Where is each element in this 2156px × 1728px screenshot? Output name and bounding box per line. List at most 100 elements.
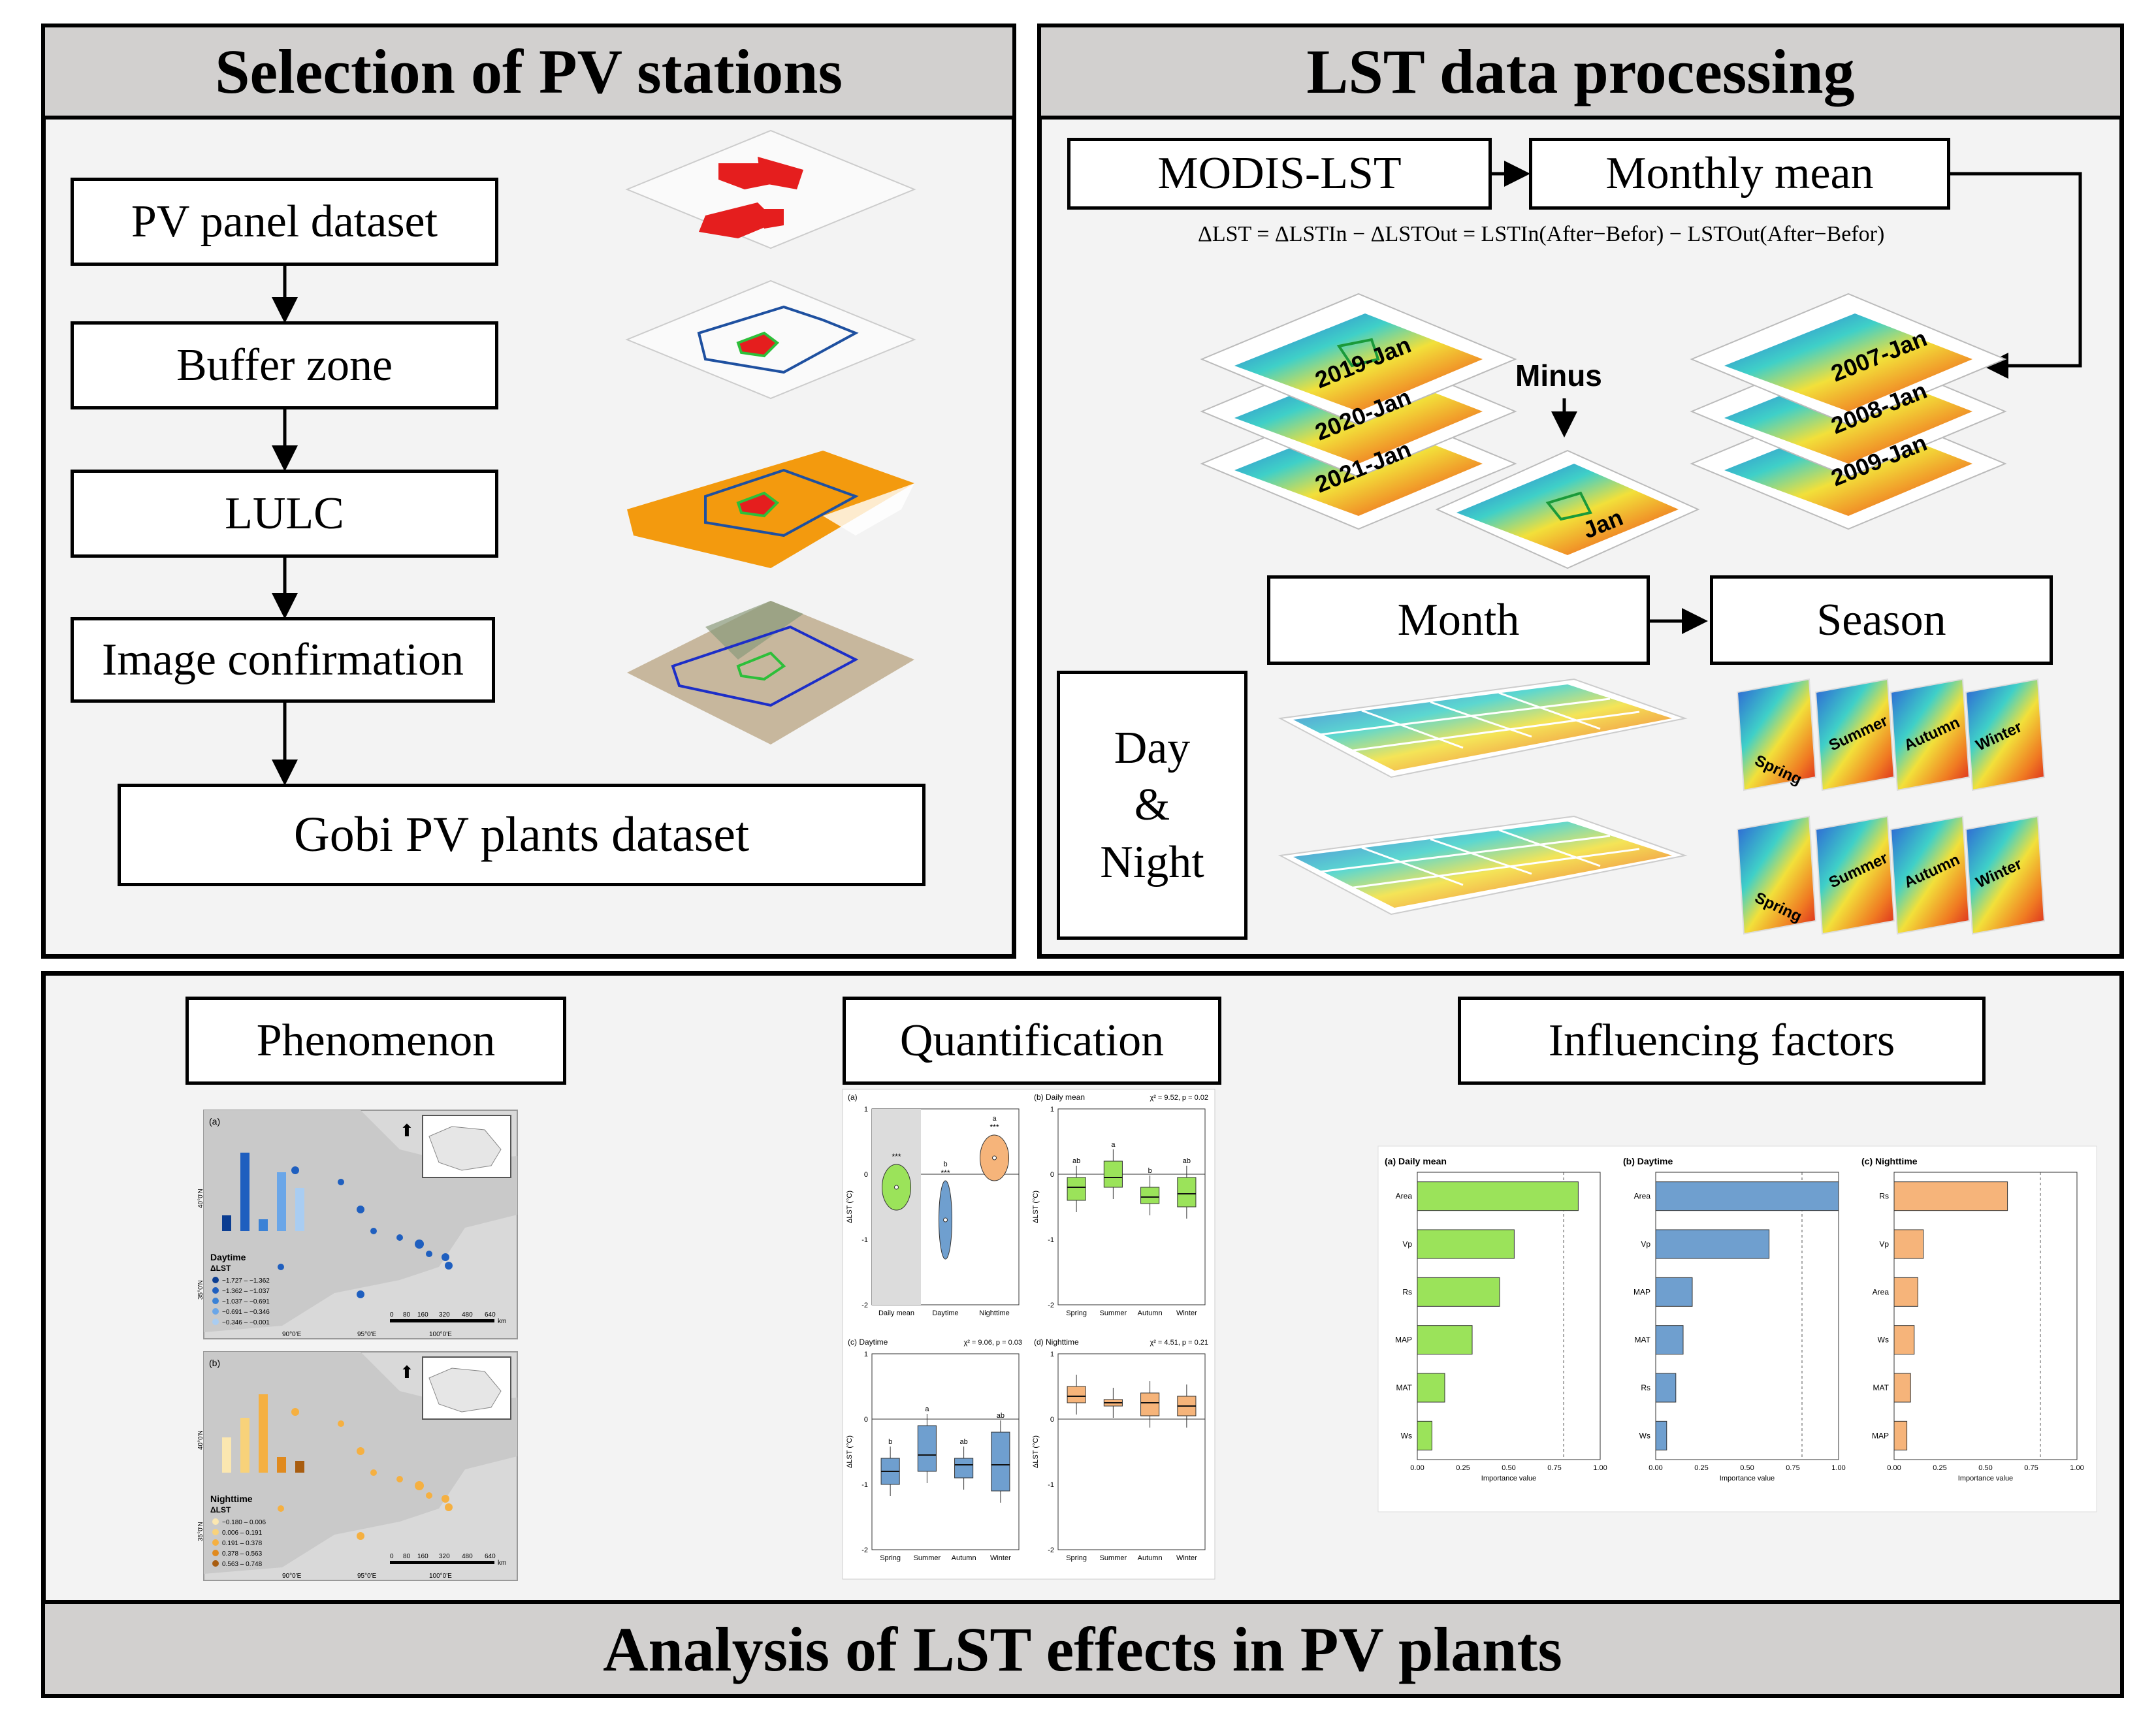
scale-tick: 480 [462,1311,473,1319]
category-label: MAP [1633,1287,1650,1296]
map-nighttime: (b) ⬆ Nighttime ΔLST −0.180 – 0.006 0.006… [197,1351,518,1581]
importance-bar [1893,1181,2008,1211]
y-tick-label: 0 [864,1171,868,1179]
legend-class-label: −1.362 – −1.037 [222,1288,270,1295]
lst-result-jan: Jan [1435,449,1700,569]
box-monthly-mean: Monthly mean [1529,138,1950,210]
x-tick-label: Summer [1100,1309,1127,1317]
chart-title: (d) Nighttime [1034,1337,1079,1347]
x-tick-label: 0.75 [1547,1464,1561,1472]
x-tick-label: Autumn [952,1554,976,1562]
box-modis-lst: MODIS-LST [1067,138,1492,210]
legend-class-label: −1.727 – −1.362 [222,1277,270,1285]
y-tick-label: -2 [861,1546,868,1554]
legend-class-label: −0.346 – −0.001 [222,1319,270,1326]
legend-swatch [212,1277,219,1283]
box-chart-daily-mean: (b) Daily mean χ² = 9.52, p = 0.02 1 0 -1 -2 Δ… [1032,1093,1208,1317]
chart-stat: χ² = 4.51, p = 0.21 [1150,1339,1208,1347]
legend-nighttime-var: ΔLST [210,1505,231,1514]
significance-label: *** [892,1152,901,1161]
importance-bar [1417,1181,1579,1211]
pv-layer-stack [625,129,916,744]
x-tick-label: 0.00 [1887,1464,1901,1472]
importance-bar [1655,1181,1839,1211]
legend-class-label: 0.563 – 0.748 [222,1561,263,1568]
lon-tick: 90°0'E [282,1331,302,1338]
box-body [991,1432,1010,1492]
category-label: Area [1873,1287,1890,1296]
category-label: Area [1634,1192,1651,1201]
group-letter: ab [1183,1157,1191,1165]
map-daytime: (a) ⬆ Daytime ΔLST −1.727 – −1.362 −1.362… [197,1110,518,1339]
y-tick-label: 1 [864,1106,868,1113]
north-arrow-icon: ⬆ [400,1362,414,1382]
group-letter: b [1148,1167,1152,1175]
legend-swatch [212,1529,219,1535]
x-tick-label: 0.75 [1786,1464,1799,1472]
category-label: Area [1396,1192,1413,1201]
legend-swatch [212,1550,219,1556]
step-image-confirmation: Image confirmation [71,617,495,703]
y-tick-label: 0 [1050,1171,1054,1179]
map-nighttime-tag: (b) [209,1358,220,1368]
importance-bar [1893,1325,1915,1355]
monthly-grid-night [1278,815,1688,916]
chart-title: (c) Daytime [848,1337,888,1347]
season-grids: Spring Summer Autumn Winter Spring Summe… [1736,678,2046,935]
scale-bar: 0 80 160 320 480 640 km [390,1553,506,1567]
x-tick-label: Nighttime [979,1309,1009,1317]
inset-bar [240,1418,249,1473]
box-chart-nighttime: (d) Nighttime χ² = 4.51, p = 0.21 1 0 -1 -2 ΔL… [1032,1337,1208,1562]
scale-tick: 480 [462,1553,473,1560]
violin-median [894,1185,899,1190]
scale-tick: 320 [439,1311,450,1319]
lat-tick: 35°0'N [197,1522,204,1541]
box-body [1140,1392,1160,1416]
layer-satellite-image [627,601,914,744]
y-tick-label: -1 [1048,1481,1054,1489]
result-gobi-pv-dataset: Gobi PV plants dataset [118,784,925,886]
category-label: MAT [1396,1383,1413,1392]
panel-pv-selection-title: Selection of PV stations [41,24,1016,120]
north-arrow-icon: ⬆ [400,1121,414,1140]
plot-frame [1057,1353,1206,1550]
layer-lulc [627,451,914,568]
category-label: Ws [1878,1336,1889,1345]
map-nighttime-points [278,1408,453,1540]
y-tick-label: 0 [1050,1416,1054,1424]
violin-median [943,1217,948,1223]
panel-analysis-title: Analysis of LST effects in PV plants [41,1600,2124,1698]
y-tick-label: -2 [1048,1302,1054,1309]
scale-tick: 320 [439,1553,450,1560]
importance-bar [1893,1373,1911,1403]
monthly-grids [1278,678,1688,916]
y-tick-label: -1 [1048,1236,1054,1244]
x-tick-label: 0.25 [1456,1464,1470,1472]
legend-swatch [212,1560,219,1567]
scale-tick: 640 [485,1311,496,1319]
scale-unit: km [498,1318,506,1325]
x-tick-label: 0.25 [1933,1464,1946,1472]
minus-label: Minus [1515,359,1602,392]
importance-bar [1893,1229,1924,1259]
legend-class-label: 0.378 – 0.563 [222,1550,263,1558]
y-tick-label: 1 [864,1351,868,1358]
legend-nighttime-title: Nighttime [210,1494,253,1504]
group-letter: a [925,1405,929,1413]
step-pv-panel-dataset: PV panel dataset [71,178,498,266]
importance-bar [1655,1373,1677,1403]
scale-tick: 640 [485,1553,496,1560]
chart-title: (c) Nighttime [1861,1156,1918,1166]
x-tick-label: 1.00 [1831,1464,1845,1472]
inset-bar [222,1215,231,1231]
group-letter: ab [960,1438,968,1446]
x-tick-label: Autumn [1138,1309,1163,1317]
violin-chart: (a) 1 0 -1 -2 ΔLST (°C) Daily mean Daytime Night… [846,1093,1020,1317]
inset-bar [259,1219,268,1231]
importance-charts: (a) Daily mean Area Vp Rs MAP MAT Ws 0.00 0.25 0.… [1377,1145,2097,1512]
season-row-day: Spring Summer Autumn Winter [1736,678,2046,792]
category-label: MAP [1395,1336,1412,1345]
map-nighttime-inset-bars [222,1394,304,1473]
